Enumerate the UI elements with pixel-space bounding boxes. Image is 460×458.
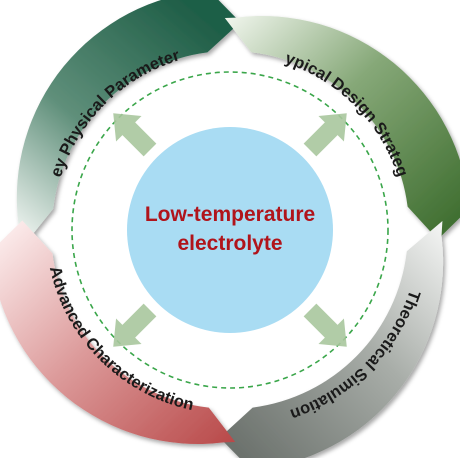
arrow-upper-left xyxy=(100,100,163,163)
segment-advanced-characterization xyxy=(0,220,236,444)
dashed-ring xyxy=(71,71,389,389)
center-title-line2: electrolyte xyxy=(177,232,282,255)
segment-theoretical-simulation xyxy=(219,221,444,458)
center-circle xyxy=(127,127,333,333)
arrow-upper-right xyxy=(297,100,360,163)
arrow-lower-right xyxy=(297,297,360,360)
center-title-line1: Low-temperature xyxy=(145,203,315,226)
segment-key-physical-parameters xyxy=(16,0,241,239)
segment-typical-design-strategy xyxy=(224,16,460,240)
arrow-lower-left xyxy=(100,297,163,360)
